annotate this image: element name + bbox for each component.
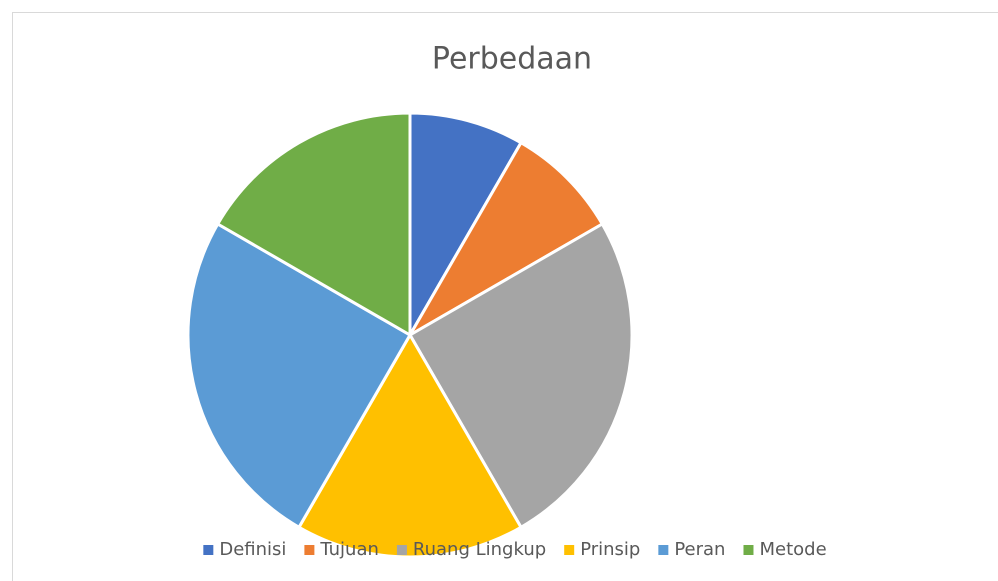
legend-marker — [564, 545, 575, 555]
legend-marker — [304, 545, 315, 555]
legend-marker — [743, 545, 754, 555]
chart-title: Perbedaan — [432, 42, 592, 77]
legend-label: Ruang Lingkup — [413, 539, 546, 560]
legend-label: Metode — [759, 539, 826, 560]
legend-marker — [203, 545, 214, 555]
legend: Definisi Tujuan Ruang Lingkup Prinsip Peran M… — [203, 539, 827, 560]
pie-slice — [186, 222, 412, 529]
legend-marker — [396, 545, 407, 555]
pie-slice — [216, 111, 412, 337]
pie-slice — [408, 222, 634, 529]
pie — [186, 111, 634, 559]
legend-label: Prinsip — [580, 539, 640, 560]
pie-slice — [408, 141, 604, 337]
pie-slice — [297, 333, 523, 559]
pie-slice — [408, 111, 523, 337]
legend-label: Peran — [674, 539, 725, 560]
legend-marker — [658, 545, 669, 555]
legend-label: Definisi — [219, 539, 286, 560]
legend-label: Tujuan — [319, 539, 379, 560]
